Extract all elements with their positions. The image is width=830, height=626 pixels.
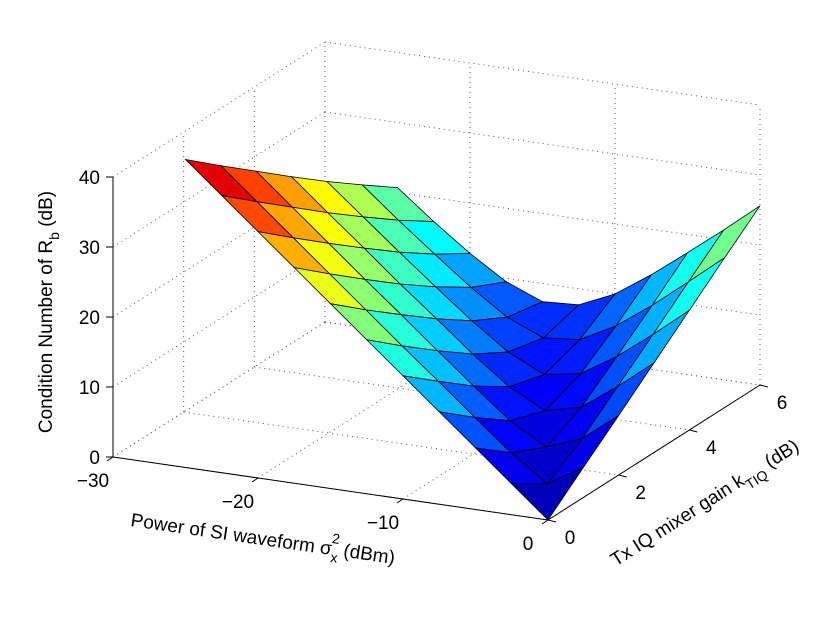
x-tick-label: −20 [222,492,254,513]
z-tick-label: 40 [79,168,100,189]
grid-line [112,181,326,318]
z-axis-label: Condition Number of Rb (dB) [36,191,62,433]
y-tick-label: 4 [706,438,717,459]
grid-line [112,321,326,458]
surface [184,158,761,521]
y-tick-label: 2 [635,483,646,504]
tick-mark [689,429,698,433]
y-tick-label: 0 [565,528,576,549]
x-axis-label-sup: 2 [331,530,341,547]
x-axis [112,456,549,521]
tick-mark [618,474,627,478]
grid-line [112,251,326,388]
grid-line [112,41,326,178]
x-axis-label: Power of SI waveform σx 2 (dBm) [129,501,398,574]
y-tick-label: 6 [777,393,788,414]
x-tick-label: 0 [523,534,534,555]
y-axis-label-rest: (dB) [757,436,803,476]
z-tick-label: 30 [79,238,100,259]
x-tick-label: −10 [367,513,399,534]
y-axis [547,384,761,521]
tick-mark [106,456,114,462]
z-tick-label: 10 [79,378,100,399]
y-axis-label-text: Tx IQ mixer gain k [607,470,749,571]
x-axis-label-sub: x [329,549,338,566]
tick-mark [547,519,557,523]
surface-patch [688,205,761,283]
z-tick-label: 0 [89,448,100,469]
tick-mark [541,519,549,525]
grid-line [324,111,761,176]
z-axis-label-text: Condition Number of R [36,240,57,433]
grid-line [324,41,761,106]
tick-mark [759,384,769,388]
z-axis-label-rest: (dB) [36,191,57,232]
x-tick-label: −30 [77,471,109,492]
tick-mark [251,477,259,483]
x-axis-label-rest: (dBm) [337,540,396,569]
z-axis-label-sub: b [46,232,62,240]
tick-mark [396,498,404,504]
z-tick-label: 20 [79,308,100,329]
grid-line [257,342,471,479]
surface-patch [510,466,585,521]
x-axis-label-text: Power of SI waveform σ [129,510,333,560]
